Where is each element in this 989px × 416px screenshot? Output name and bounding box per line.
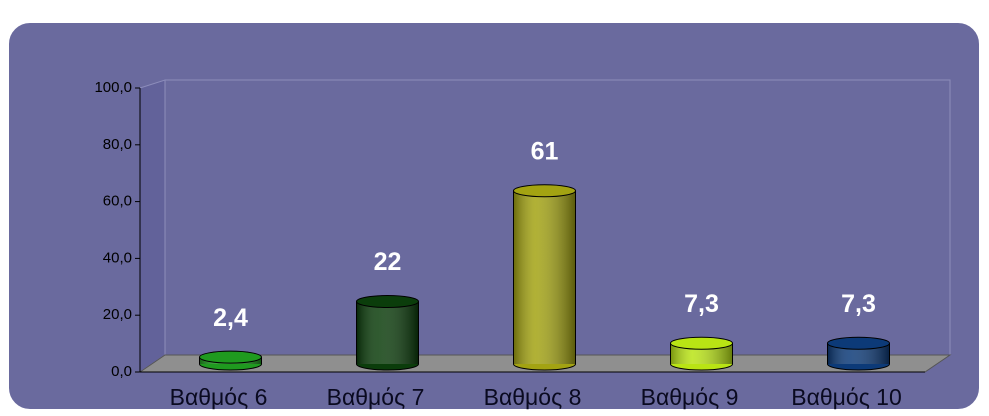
bar — [356, 295, 419, 371]
value-label: 22 — [374, 248, 402, 276]
x-tick-label: Βαθμός 7 — [327, 384, 425, 410]
bar — [513, 184, 576, 371]
y-tick-label: 40,0 — [103, 249, 132, 266]
value-label: 7,3 — [841, 290, 876, 318]
value-label: 2,4 — [213, 304, 248, 332]
x-tick-label: Βαθμός 6 — [170, 384, 268, 410]
x-tick-label: Βαθμός 8 — [484, 384, 582, 410]
y-tick-label: 100,0 — [94, 79, 132, 96]
value-label: 7,3 — [684, 290, 719, 318]
bar — [670, 336, 733, 371]
y-tick-label: 0,0 — [111, 363, 132, 380]
side-wall — [139, 79, 166, 373]
y-tick-label: 60,0 — [103, 193, 132, 210]
bar — [199, 350, 262, 371]
value-label: 61 — [531, 137, 559, 165]
y-tick-label: 20,0 — [103, 306, 132, 323]
x-tick-label: Βαθμός 10 — [791, 384, 902, 410]
x-tick-label: Βαθμός 9 — [641, 384, 739, 410]
bar — [827, 336, 890, 371]
y-tick-label: 80,0 — [103, 136, 132, 153]
